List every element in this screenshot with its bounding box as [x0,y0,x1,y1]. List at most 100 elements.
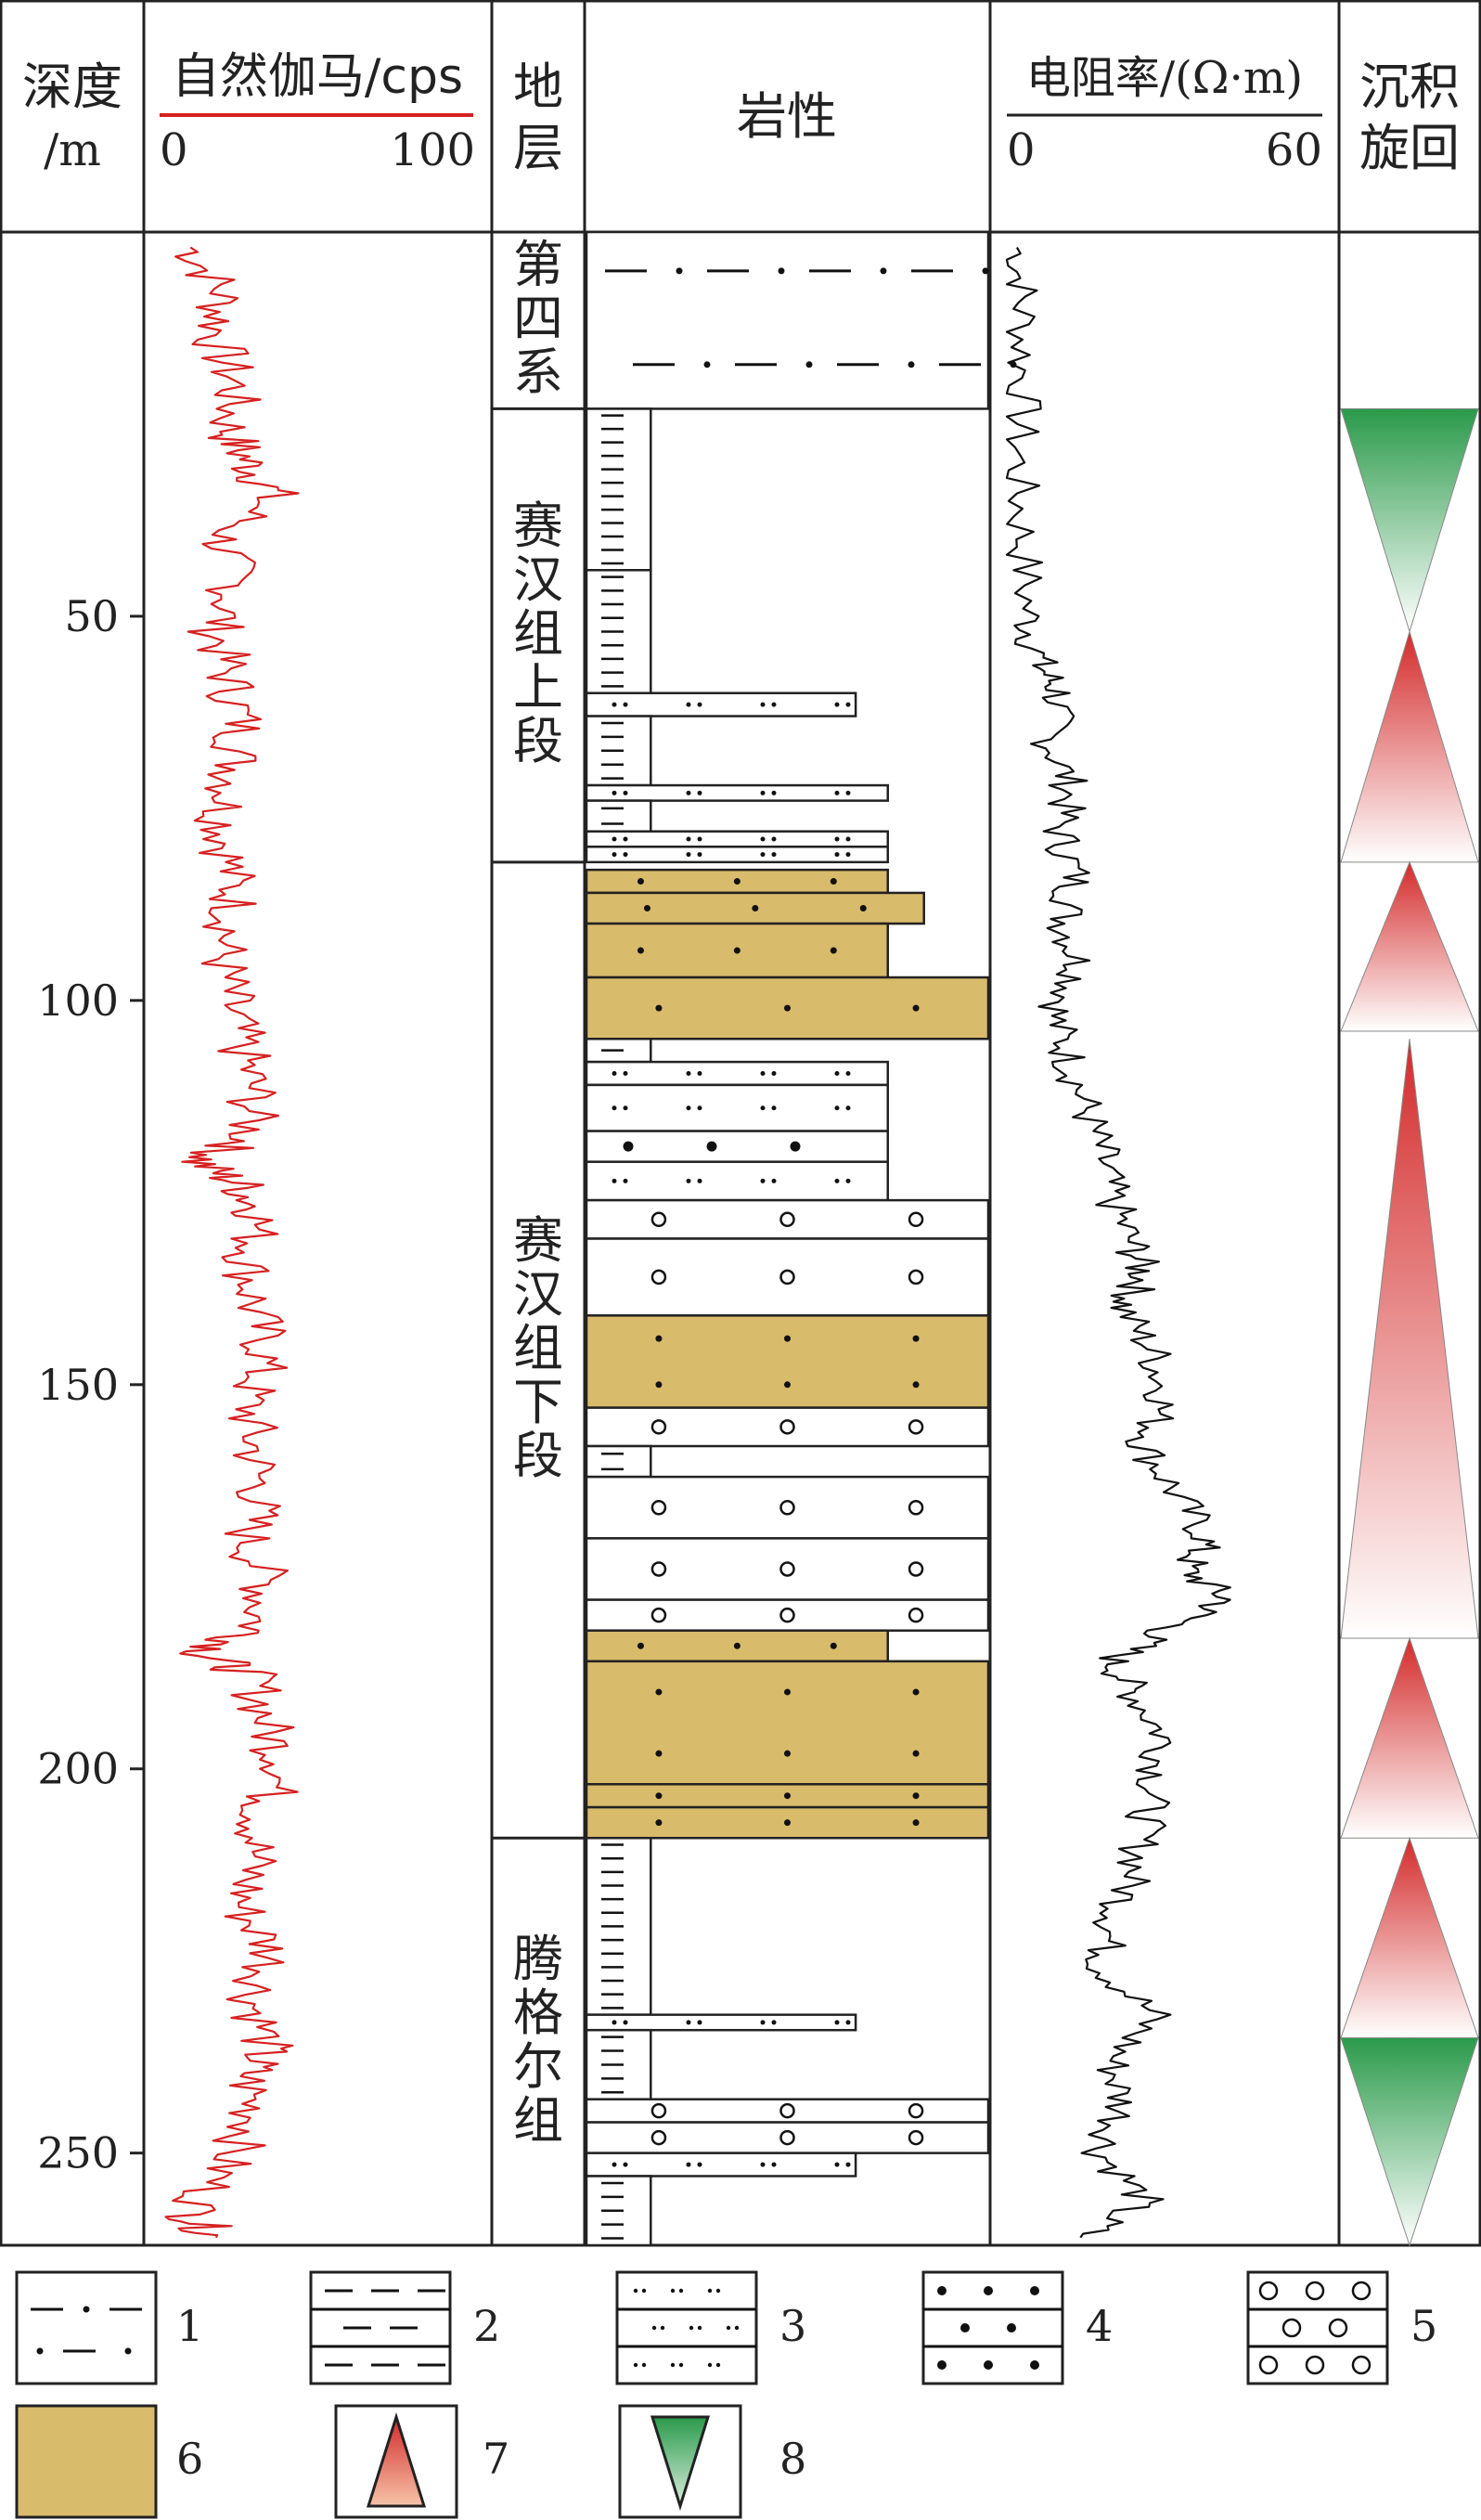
circle-mark [779,2129,795,2146]
lithology-pattern [612,702,851,707]
lithology-layer [585,2098,990,2124]
lithology-pattern [623,1141,801,1152]
lithology-pattern [612,1105,851,1111]
fine-dot-mark [686,702,691,707]
lithology-pattern [655,1335,920,1389]
circle-mark [779,1561,795,1577]
dot-mark [912,1819,920,1827]
legend-number: 8 [779,2434,806,2484]
strata-name-char: 组 [513,2091,563,2150]
lithology-pattern [650,1561,924,1577]
depth-tick-label: 150 [37,1360,119,1410]
fine-dot-mark [686,1178,691,1183]
fine-dot-mark [834,1178,840,1183]
fine-dot-mark [845,702,851,707]
dot-mark [830,1642,837,1649]
lithology-layer [585,1537,990,1601]
fine-dot-mark [845,1178,851,1183]
strata-name-char: 组 [513,604,563,663]
lithology-layer [585,799,652,833]
gamma-min: 0 [160,124,188,176]
lithology-pattern [637,878,837,885]
circle-mark [908,2102,924,2119]
legend-number: 7 [483,2434,509,2484]
dot-mark [912,1335,920,1342]
fine-dot-mark [697,1071,702,1077]
fine-dot-mark [845,836,851,842]
dot-mark [784,1819,791,1827]
legend-green-triangle-icon [650,2415,711,2512]
dot-mark [752,905,759,912]
fine-dot-mark [612,836,617,842]
negative-cycle-triangle [1340,2036,1479,2247]
lithology-pattern [650,1607,924,1623]
circle-mark [779,2102,795,2119]
lithology-layer [585,2013,857,2032]
lithology-pattern [650,2129,924,2146]
resistivity-curve [1005,247,1231,2239]
lithology-pattern [650,1419,924,1435]
strata-name-char: 格 [513,1984,563,2042]
circle-mark [1305,2281,1325,2301]
circle-mark [908,2129,924,2146]
depth-axis: 50 100 150 200 250 [37,591,144,2178]
strata-name-char: 汉 [513,1265,563,1324]
dot-mark [912,1004,920,1012]
lithology-pattern [601,1453,624,1471]
dot-mark [1030,2286,1039,2295]
fine-dot-mark [715,2362,721,2368]
lithology-layer [585,2121,990,2154]
lithology-header: 岩性 [737,87,837,146]
dot-mark [784,1792,791,1800]
lithology-layer [585,691,857,717]
dot-mark [912,1792,920,1800]
circle-mark [1305,2355,1325,2375]
fine-dot-mark [633,2362,638,2368]
circle-mark [650,2129,667,2146]
gamma-ray-curve [164,246,300,2239]
circle-mark [650,1607,667,1623]
legend-swatch [615,2270,758,2385]
circle-mark [650,1500,667,1516]
legend-item-5: 5 [1246,2270,1437,2385]
lithology-layer [585,846,889,864]
lithology-layer [585,1444,652,1479]
lithology-pattern [643,905,867,912]
strata-name-char: 组 [513,1319,563,1377]
circle-mark [908,1269,924,1286]
dot-mark [655,1750,663,1757]
lithology-layer [585,1198,990,1240]
dot-mark [36,2347,44,2355]
lithology-pattern [655,1688,920,1757]
cycle-header-2: 旋回 [1359,119,1460,177]
lithology-layer [585,1406,990,1448]
fine-dot-mark [834,790,840,795]
lithology-pattern [637,947,837,954]
lithology-layer [585,783,889,802]
legend-number: 2 [473,2301,500,2351]
fine-dot-mark [612,1105,617,1111]
fine-dot-mark [612,1178,617,1183]
fine-dot-mark [760,852,766,858]
lithology-layer [585,1160,889,1202]
strata-header-1: 地 [513,58,563,116]
dot-mark [83,2306,90,2313]
circle-mark [1281,2318,1302,2338]
fine-dot-mark [771,702,777,707]
strata-header-2: 层 [513,119,563,177]
dot-mark [655,1819,663,1827]
fine-dot-mark [834,2020,840,2025]
dot-mark [984,2360,993,2370]
dot-mark [784,1381,791,1389]
depth-tick-label: 50 [64,591,119,641]
legend-item-2: 2 [309,2270,500,2385]
dot-mark [733,1642,740,1649]
resistivity-header: 电阻率/(Ω·m) [1026,52,1303,104]
fine-dot-mark [834,2162,840,2167]
lithology-pattern [601,807,624,825]
dot-mark [908,361,915,368]
fine-dot-mark [623,2020,628,2025]
fine-dot-mark [678,2288,684,2294]
lithology-layer [585,1237,990,1317]
